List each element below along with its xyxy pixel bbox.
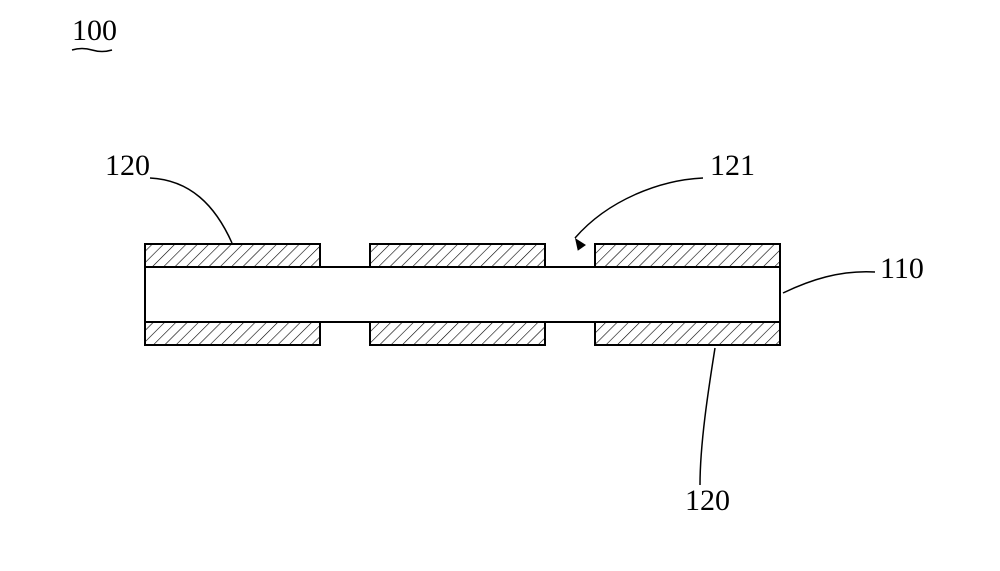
core-layer: [145, 267, 780, 322]
figure-ref-label: 100: [72, 14, 117, 47]
ref-label-120-4: 120: [685, 484, 730, 517]
hatched-segment-bottom-1: [370, 322, 545, 345]
hatched-segment-bottom-0: [145, 322, 320, 345]
hatched-segment-top-2: [595, 244, 780, 267]
ref-label-121-2: 121: [710, 149, 755, 182]
ref-label-120-1: 120: [105, 149, 150, 182]
hatched-segment-top-1: [370, 244, 545, 267]
hatched-segment-top-0: [145, 244, 320, 267]
diagram-svg: 100 120 121 110 120: [0, 0, 1000, 571]
hatched-segment-bottom-2: [595, 322, 780, 345]
ref-label-110-3: 110: [880, 252, 924, 285]
